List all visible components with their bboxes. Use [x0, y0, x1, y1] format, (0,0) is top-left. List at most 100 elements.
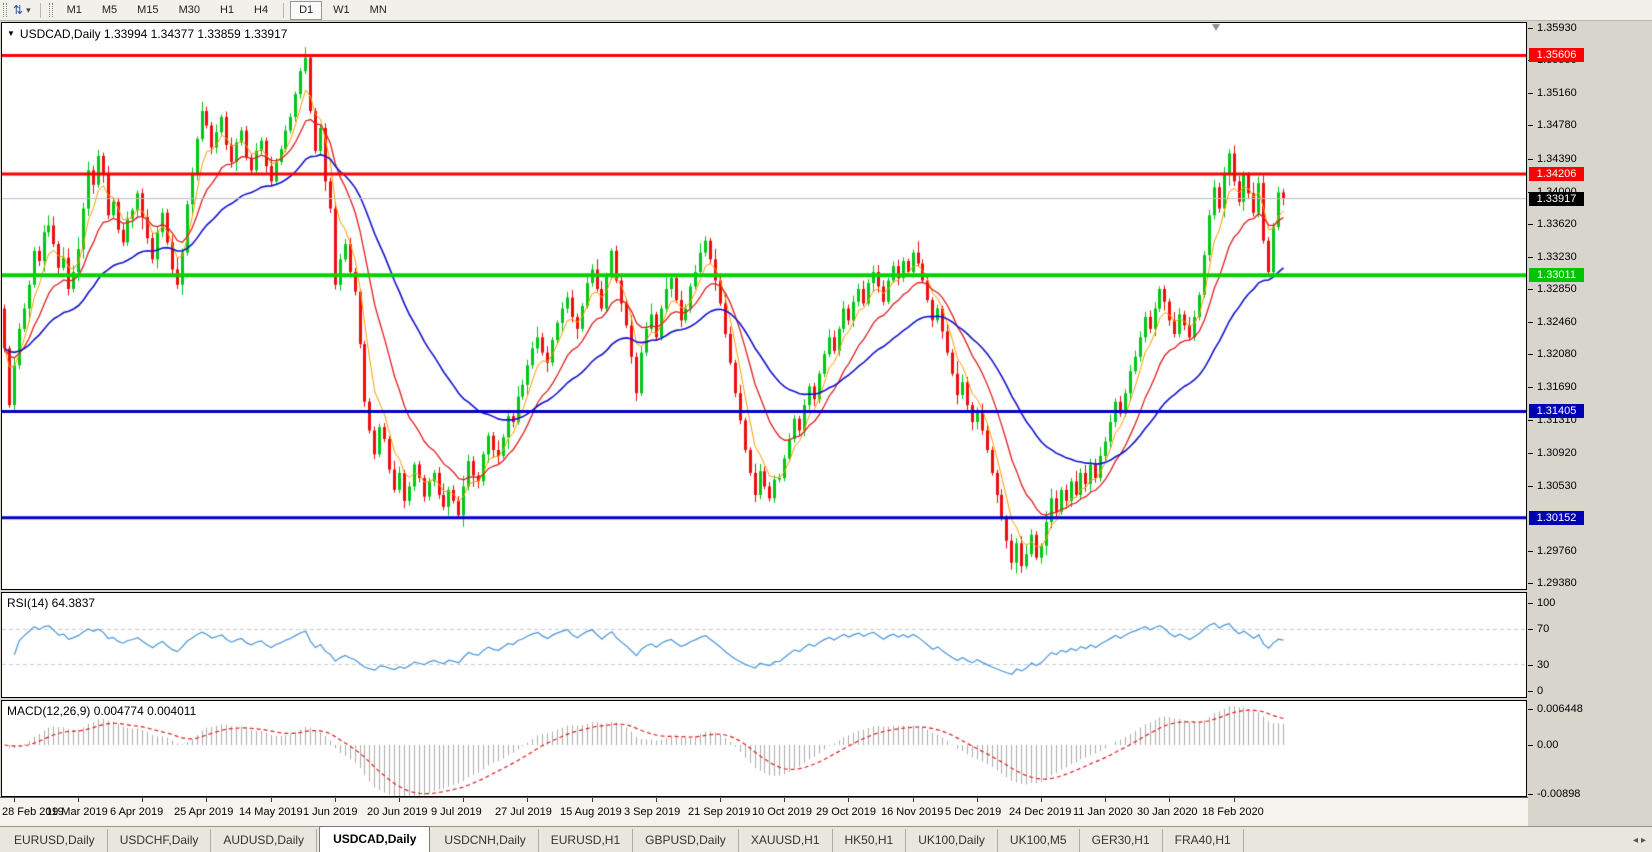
- timeframes-toolbar: ⇅ ▾ M1 M5 M15 M30 H1 H4 D1 W1 MN: [0, 0, 1652, 21]
- axis-tick-mark: [1528, 453, 1533, 454]
- date-tick-mark: [271, 798, 272, 802]
- chart-arrows-icon[interactable]: ⇅: [13, 3, 24, 17]
- tab-hk50-h1[interactable]: HK50,H1: [833, 829, 907, 852]
- tab-scroll-left-icon[interactable]: ◂: [1632, 835, 1641, 846]
- tab-uk100-m5[interactable]: UK100,M5: [998, 829, 1080, 852]
- axis-tick-mark: [1528, 583, 1533, 584]
- axis-tick-mark: [1528, 387, 1533, 388]
- rsi-panel: RSI(14) 64.3837: [1, 592, 1527, 698]
- tab-ger30-h1[interactable]: GER30,H1: [1080, 829, 1163, 852]
- axis-tick-label: 1.34780: [1537, 119, 1577, 131]
- axis-tick-label: 1.34390: [1537, 153, 1577, 165]
- axis-tick-label: 1.33620: [1537, 218, 1577, 230]
- axis-tick-label: 1.35160: [1537, 87, 1577, 99]
- axis-tick-mark: [1528, 28, 1533, 29]
- timeframe-button-m30[interactable]: M30: [178, 3, 200, 16]
- axis-tick-mark: [1528, 322, 1533, 323]
- date-tick-mark: [848, 798, 849, 802]
- date-label: 24 Dec 2019: [1009, 806, 1072, 818]
- axis-tick-mark: [1528, 289, 1533, 290]
- tab-scroll-right-icon[interactable]: ▸: [1640, 835, 1649, 846]
- tab-gbpusd-daily[interactable]: GBPUSD,Daily: [633, 829, 739, 852]
- timeframe-button-h1[interactable]: H1: [219, 3, 235, 16]
- price-panel: ▼ USDCAD,Daily 1.33994 1.34377 1.33859 1.…: [1, 22, 1527, 590]
- timeframe-buttons: M1 M5 M15 M30 H1 H4 D1 W1 MN: [57, 0, 397, 21]
- tab-eurusd-h1[interactable]: EURUSD,H1: [539, 829, 634, 852]
- axis-tick-mark: [1528, 603, 1533, 604]
- price-chart-canvas[interactable]: [2, 23, 1526, 589]
- axis-tick-label: 1.32850: [1537, 283, 1577, 295]
- tab-usdcnh-daily[interactable]: USDCNH,Daily: [432, 829, 539, 852]
- axis-tick-label: 1.32080: [1537, 348, 1577, 360]
- timeframe-button-m15[interactable]: M15: [137, 3, 159, 16]
- date-axis: 28 Feb 2019 19 Mar 2019 6 Apr 2019 25 Apr 2…: [0, 797, 1528, 826]
- panel-splitter[interactable]: [1, 698, 1527, 700]
- axis-tick-mark: [1528, 159, 1533, 160]
- timeframe-button-d1[interactable]: D1: [290, 0, 323, 20]
- date-tick-mark: [78, 798, 79, 802]
- toolbar-separator: [39, 2, 41, 18]
- price-tag-1.31405: 1.31405: [1529, 404, 1584, 418]
- date-tick-mark: [463, 798, 464, 802]
- date-tick-mark: [335, 798, 336, 802]
- tab-uk100-daily[interactable]: UK100,Daily: [906, 829, 998, 852]
- date-tick-mark: [720, 798, 721, 802]
- tab-xauusd-h1[interactable]: XAUUSD,H1: [739, 829, 833, 852]
- date-tick-mark: [913, 798, 914, 802]
- timeframe-toolbar-grip[interactable]: [48, 3, 53, 17]
- date-label: 3 Sep 2019: [624, 806, 681, 818]
- date-label: 14 May 2019: [239, 806, 303, 818]
- axis-tick-label: 100: [1537, 597, 1556, 609]
- date-label: 1 Jun 2019: [303, 806, 358, 818]
- axis-tick-label: 1.31690: [1537, 381, 1577, 393]
- axis-tick-label: 1.30530: [1537, 480, 1577, 492]
- date-label: 10 Oct 2019: [752, 806, 812, 818]
- axis-tick-label: 1.32460: [1537, 316, 1577, 328]
- chart-tabs: EURUSD,Daily USDCHF,Daily AUDUSD,Daily USDC…: [2, 826, 1244, 852]
- tab-usdcad-daily[interactable]: USDCAD,Daily: [319, 826, 431, 852]
- timeframe-button-m5[interactable]: M5: [101, 3, 118, 16]
- timeframe-button-mn[interactable]: MN: [369, 3, 387, 16]
- date-tick-mark: [592, 798, 593, 802]
- price-tag-1.33011: 1.33011: [1529, 268, 1584, 282]
- date-tick-mark: [399, 798, 400, 802]
- axis-tick-label: 1.29760: [1537, 545, 1577, 557]
- rsi-label: RSI(14) 64.3837: [7, 596, 96, 610]
- timeframe-button-h4[interactable]: H4: [254, 3, 269, 16]
- date-tick-mark: [1169, 798, 1170, 802]
- timeframe-button-w1[interactable]: W1: [333, 3, 350, 16]
- chart-window: ▼ USDCAD,Daily 1.33994 1.34377 1.33859 1.…: [0, 21, 1652, 826]
- tab-audusd-daily[interactable]: AUDUSD,Daily: [211, 829, 318, 852]
- chart-title: ▼ USDCAD,Daily 1.33994 1.34377 1.33859 1.…: [7, 27, 287, 41]
- date-tick-mark: [784, 798, 785, 802]
- price-tag-1.30152: 1.30152: [1529, 511, 1584, 525]
- axis-tick-label: 1.35930: [1537, 22, 1577, 34]
- symbol-menu-icon[interactable]: ▼: [7, 29, 15, 38]
- date-tick-mark: [14, 798, 15, 802]
- date-label: 20 Jun 2019: [367, 806, 428, 818]
- axis-tick-label: 70: [1537, 623, 1550, 635]
- date-tick-mark: [206, 798, 207, 802]
- date-tick-mark: [527, 798, 528, 802]
- timeframe-button-m1[interactable]: M1: [66, 3, 82, 16]
- rsi-canvas[interactable]: [2, 593, 1526, 697]
- date-label: 9 Jul 2019: [431, 806, 482, 818]
- panel-splitter[interactable]: [1, 590, 1527, 592]
- macd-canvas[interactable]: [2, 701, 1526, 796]
- toolbar-grip[interactable]: [3, 3, 7, 17]
- tab-eurusd-daily[interactable]: EURUSD,Daily: [2, 829, 108, 852]
- chart-tab-bar: EURUSD,Daily USDCHF,Daily AUDUSD,Daily USDC…: [0, 826, 1652, 852]
- tab-fra40-h1[interactable]: FRA40,H1: [1163, 829, 1244, 852]
- date-label: 29 Oct 2019: [816, 806, 876, 818]
- axis-tick-label: 0.00: [1537, 739, 1559, 751]
- price-tag-1.34206: 1.34206: [1529, 167, 1584, 181]
- axis-tick-mark: [1528, 93, 1533, 94]
- axis-tick-mark: [1528, 420, 1533, 421]
- axis-tick-mark: [1528, 629, 1533, 630]
- toolbar-dropdown-icon[interactable]: ▾: [26, 4, 31, 15]
- tab-usdchf-daily[interactable]: USDCHF,Daily: [108, 829, 212, 852]
- date-label: 30 Jan 2020: [1137, 806, 1198, 818]
- axis-tick-label: 0: [1537, 685, 1544, 697]
- axis-tick-mark: [1528, 551, 1533, 552]
